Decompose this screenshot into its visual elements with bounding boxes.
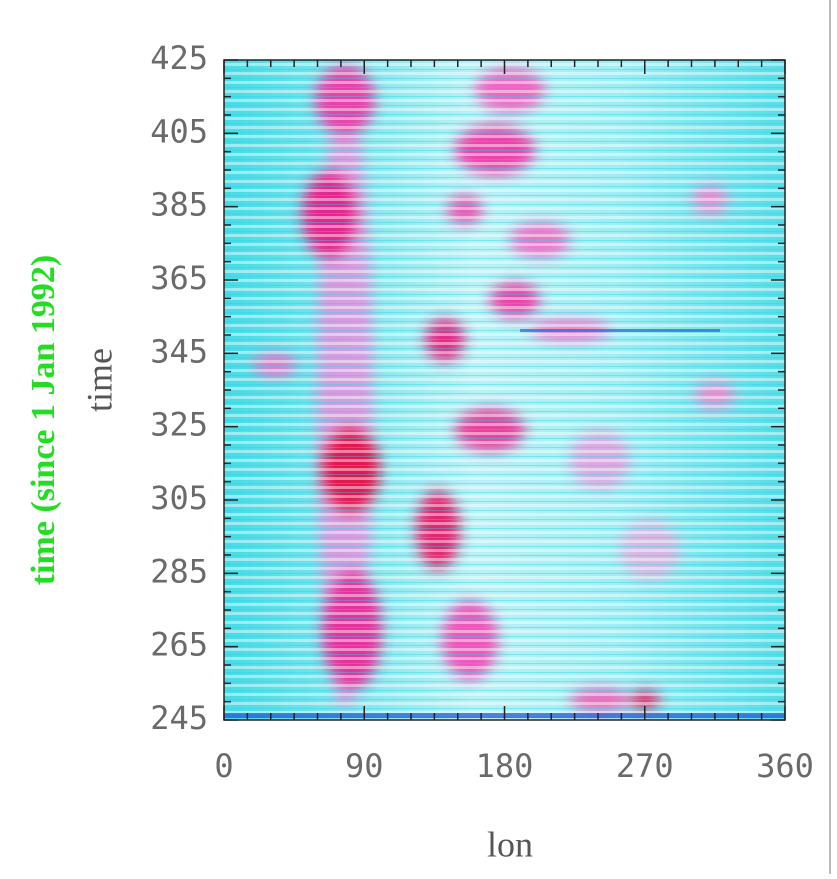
y-tick-label: 325 bbox=[150, 406, 208, 444]
y-tick-label: 245 bbox=[150, 699, 208, 737]
heatmap-field bbox=[224, 60, 785, 720]
y-axis-title: time bbox=[79, 348, 119, 412]
y-tick-label: 425 bbox=[150, 39, 208, 77]
y-tick-label: 305 bbox=[150, 479, 208, 517]
x-axis-title: lon bbox=[487, 824, 533, 864]
y-tick-label: 365 bbox=[150, 259, 208, 297]
y-tick-label: 285 bbox=[150, 552, 208, 590]
y-tick-label: 345 bbox=[150, 332, 208, 370]
y-tick-label: 385 bbox=[150, 186, 208, 224]
x-tick-label: 360 bbox=[756, 747, 814, 785]
y-axis-overlay-title: time (since 1 Jan 1992) bbox=[25, 255, 62, 586]
y-tick-label: 265 bbox=[150, 626, 208, 664]
x-tick-label: 270 bbox=[616, 747, 674, 785]
y-tick-label: 405 bbox=[150, 112, 208, 150]
x-tick-label: 90 bbox=[345, 747, 384, 785]
x-tick-label: 0 bbox=[214, 747, 233, 785]
x-tick-label: 180 bbox=[476, 747, 534, 785]
